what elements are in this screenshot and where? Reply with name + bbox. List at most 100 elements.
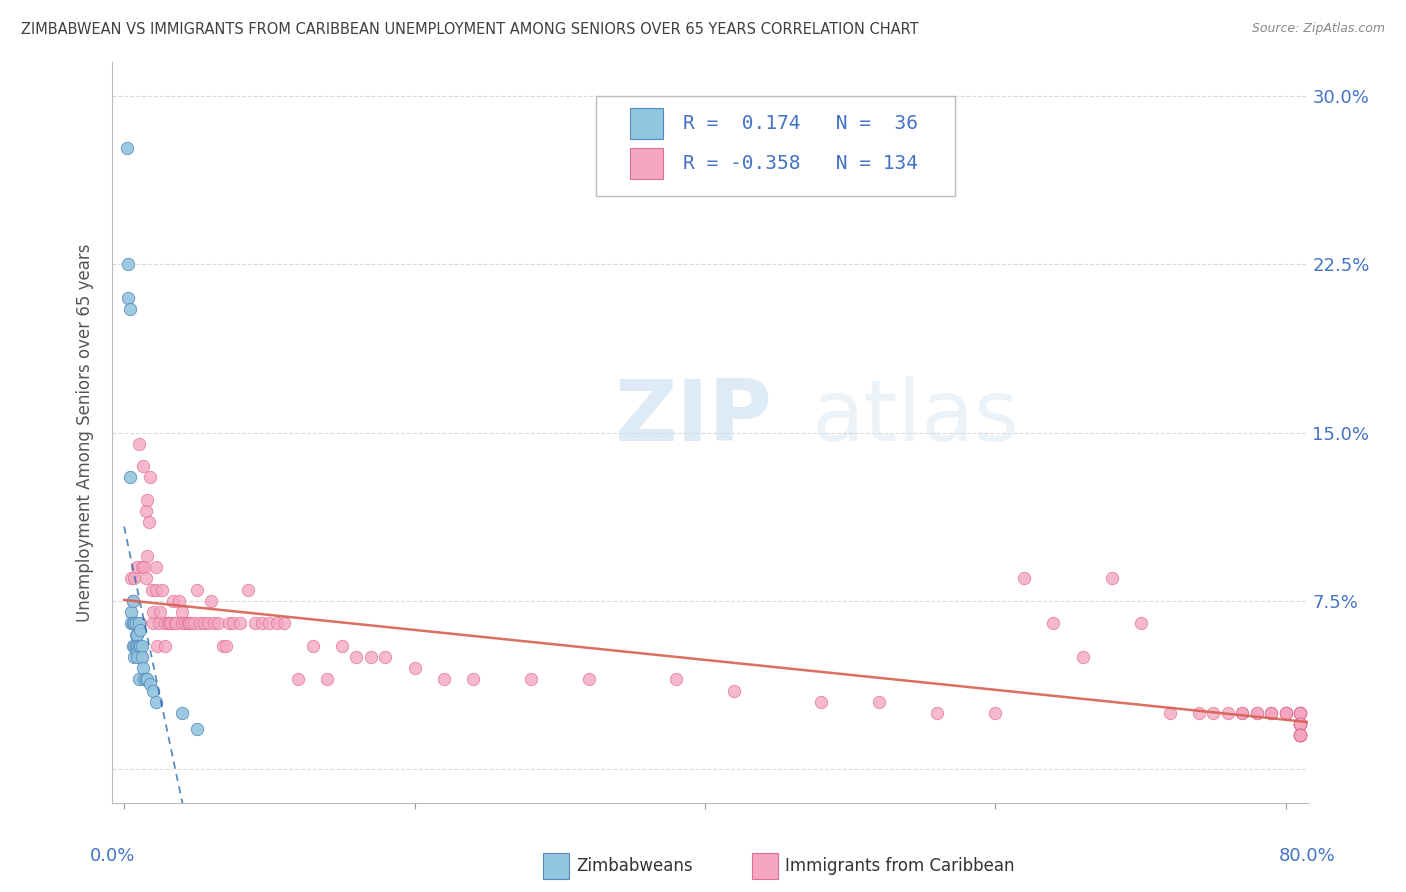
Point [1275,706,1298,720]
Point [118,302,141,317]
Point [578,673,600,687]
Point [1289,729,1312,743]
Point [810,695,832,709]
Point [129,639,152,653]
Point [118,470,141,484]
Point [131,639,153,653]
Point [984,706,1007,720]
Point [1289,717,1312,731]
Point [128,437,150,451]
Point [1289,717,1312,731]
Point [1289,717,1312,731]
Bar [630,108,664,139]
Point [218,616,240,631]
Point [132,661,155,675]
Point [131,650,153,665]
Point [156,616,179,631]
Point [259,616,281,631]
Point [128,673,150,687]
Text: 80.0%: 80.0% [1279,847,1336,865]
Point [1289,729,1312,743]
Point [172,706,194,720]
Point [243,616,266,631]
Point [197,616,219,631]
Point [1232,706,1254,720]
Point [127,560,149,574]
Point [1275,706,1298,720]
Point [186,582,208,597]
Point [432,673,454,687]
Bar [630,148,664,179]
Point [163,616,186,631]
Point [1202,706,1225,720]
Point [1289,717,1312,731]
Point [145,695,167,709]
Point [117,291,139,305]
Point [131,560,153,574]
Point [200,594,222,608]
Point [1289,706,1312,720]
Point [1289,729,1312,743]
Point [1289,717,1312,731]
Point [1260,706,1282,720]
Point [120,605,142,619]
Point [1289,717,1312,731]
Point [236,582,259,597]
Point [145,560,167,574]
Point [142,616,165,631]
Point [179,616,201,631]
Text: 0.0%: 0.0% [90,847,135,865]
Point [360,650,382,665]
Point [150,582,173,597]
Point [128,639,150,653]
Point [1289,729,1312,743]
Point [122,650,145,665]
Point [1216,706,1239,720]
Point [1275,706,1298,720]
Point [135,504,157,518]
Point [134,673,156,687]
Point [1275,706,1298,720]
FancyBboxPatch shape [596,95,955,195]
Point [127,639,149,653]
Point [1101,571,1123,585]
Text: atlas: atlas [811,376,1019,459]
Point [868,695,890,709]
Point [215,639,238,653]
Point [149,605,172,619]
Point [121,639,143,653]
Point [1289,717,1312,731]
Point [211,639,233,653]
Text: R =  0.174   N =  36: R = 0.174 N = 36 [682,114,918,134]
Point [122,571,145,585]
Text: ZIMBABWEAN VS IMMIGRANTS FROM CARIBBEAN UNEMPLOYMENT AMONG SENIORS OVER 65 YEARS: ZIMBABWEAN VS IMMIGRANTS FROM CARIBBEAN … [21,22,918,37]
Point [141,582,163,597]
Point [172,616,194,631]
Point [374,650,396,665]
Point [1289,729,1312,743]
Point [1289,729,1312,743]
Text: R = -0.358   N = 134: R = -0.358 N = 134 [682,154,918,173]
Point [142,683,165,698]
Point [723,683,745,698]
Point [174,616,197,631]
Point [1289,717,1312,731]
Point [346,650,368,665]
Point [1289,729,1312,743]
Point [153,639,176,653]
Point [1159,706,1181,720]
Point [461,673,484,687]
Point [127,650,149,665]
Text: ZIP: ZIP [614,376,772,459]
Bar [752,853,778,879]
Point [121,594,143,608]
Point [127,627,149,641]
Point [153,616,176,631]
Point [121,594,143,608]
Point [1289,706,1312,720]
Point [129,616,152,631]
Point [125,627,148,641]
Point [131,650,153,665]
Point [287,673,309,687]
Point [1071,650,1094,665]
